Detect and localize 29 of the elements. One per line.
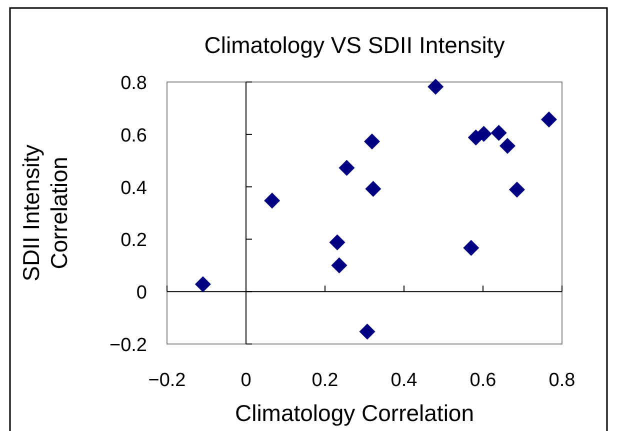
point	[194, 276, 211, 292]
point	[331, 257, 348, 274]
x-tick-label: 0.2	[312, 370, 338, 391]
chart-title: Climatology VS SDII Intensity	[204, 32, 506, 58]
y-tick-label: 0.8	[120, 73, 147, 94]
point	[364, 133, 380, 150]
y-axis-title: SDII Intensity Correlation	[18, 144, 72, 282]
point	[264, 192, 280, 209]
x-tick-label: 0.6	[470, 370, 496, 391]
point	[463, 240, 480, 256]
y-tick-label: 0.4	[120, 178, 148, 199]
point	[499, 138, 516, 154]
point	[508, 182, 525, 198]
y-tick-label: 0.2	[120, 230, 147, 252]
y-tick-label: 0.6	[120, 125, 147, 146]
point	[540, 111, 557, 128]
point	[428, 78, 444, 95]
point	[365, 180, 382, 197]
x-tick-label: −0.2	[148, 370, 186, 391]
point	[359, 324, 376, 340]
x-tick-label: 0.4	[390, 370, 418, 391]
x-tick-label: 0	[240, 370, 252, 391]
x-axis-title: Climatology Correlation	[234, 400, 474, 426]
point	[490, 124, 507, 141]
y-tick-label: 0	[136, 282, 147, 304]
x-tick-label: 0.8	[548, 370, 576, 391]
y-tick-label: −0.2	[109, 335, 147, 356]
point	[329, 234, 346, 250]
point	[338, 160, 355, 176]
